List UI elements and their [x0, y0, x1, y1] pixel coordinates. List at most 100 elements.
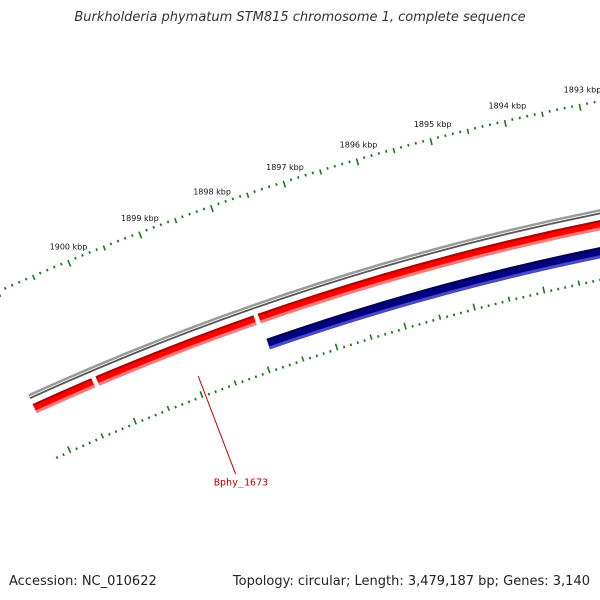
outer-tick — [138, 231, 143, 239]
outer-tick — [548, 109, 551, 113]
outer-tick — [429, 138, 433, 146]
inner-tick — [154, 413, 157, 417]
inner-tick — [75, 447, 78, 451]
outer-tick — [377, 151, 381, 155]
gene-forward — [32, 378, 96, 414]
inner-tick — [308, 356, 312, 360]
outer-tick — [260, 187, 264, 191]
inner-tick — [261, 372, 264, 376]
inner-tick — [247, 377, 251, 381]
scale-label: 1894 kbp — [488, 102, 526, 111]
outer-tick — [17, 280, 21, 284]
scale-label: 1896 kbp — [340, 140, 378, 149]
inner-tick — [342, 345, 346, 349]
outer-tick — [210, 204, 214, 213]
inner-tick — [166, 405, 171, 412]
inner-tick — [438, 314, 442, 320]
outer-tick — [340, 162, 344, 166]
outer-tick — [459, 130, 462, 134]
outer-tick — [130, 234, 134, 238]
inner-tick — [199, 391, 204, 399]
inner-tick — [62, 453, 65, 457]
inner-tick — [445, 315, 449, 319]
inner-tick — [322, 352, 325, 356]
gene-label-leader — [197, 375, 237, 475]
inner-tick — [466, 309, 470, 313]
inner-tick — [369, 334, 373, 340]
inner-tick — [100, 433, 105, 439]
outer-tick — [444, 134, 447, 138]
outer-tick — [267, 185, 271, 189]
inner-tick — [564, 286, 567, 289]
outer-tick — [555, 108, 559, 112]
inner-tick — [487, 304, 490, 308]
inner-tick — [529, 294, 532, 297]
inner-tick — [132, 417, 137, 425]
outer-tick — [246, 192, 250, 199]
outer-tick — [45, 268, 49, 272]
inner-tick — [577, 280, 581, 286]
outer-tick — [511, 118, 514, 121]
outer-tick — [473, 126, 477, 130]
inner-tick — [288, 363, 291, 367]
inner-tick — [432, 319, 435, 322]
inner-tick — [571, 284, 574, 288]
outer-tick — [174, 217, 178, 224]
inner-tick — [522, 295, 525, 299]
inner-tick — [356, 341, 359, 345]
gene-shade — [35, 384, 96, 414]
inner-tick — [418, 322, 421, 326]
outer-tick — [570, 105, 574, 109]
inner-tick — [147, 416, 151, 420]
page-title: Burkholderia phymatum STM815 chromosome … — [74, 10, 526, 25]
outer-tick — [231, 197, 235, 201]
outer-tick — [533, 113, 536, 116]
outer-tick — [481, 125, 484, 128]
sequence-summary-text: Topology: circular; Length: 3,479,187 bp… — [232, 574, 590, 589]
outer-tick — [399, 145, 403, 149]
inner-tick — [585, 281, 588, 285]
outer-tick — [195, 210, 199, 214]
inner-tick — [334, 343, 339, 351]
gene-reverse — [266, 247, 600, 350]
outer-tick — [578, 103, 582, 111]
gene-shade — [269, 255, 600, 350]
inner-tick — [266, 366, 271, 374]
inner-tick — [88, 441, 92, 445]
inner-tick — [174, 405, 177, 409]
outer-tick — [109, 242, 113, 246]
outer-tick — [421, 139, 425, 143]
gene-shade — [98, 321, 257, 386]
outer-tick — [503, 119, 507, 128]
outer-tick — [159, 223, 163, 227]
outer-tick — [224, 199, 227, 203]
inner-tick — [501, 300, 504, 304]
outer-tick — [385, 149, 388, 153]
outer-tick — [38, 271, 42, 275]
inner-tick — [127, 424, 131, 428]
scale-label: 1893 kbp — [564, 85, 600, 94]
outer-tick — [217, 202, 220, 206]
outer-tick — [52, 265, 56, 269]
inner-tick — [160, 410, 164, 414]
inner-tick — [301, 356, 305, 362]
inner-tick — [281, 365, 285, 369]
outer-tick — [436, 136, 440, 139]
outer-tick — [451, 132, 454, 136]
inner-tick — [480, 306, 483, 309]
gene-label: Bphy_1673 — [214, 477, 268, 488]
outer-tick — [541, 111, 544, 117]
inner-tick — [141, 418, 144, 422]
inner-tick — [81, 444, 85, 448]
outer-tick — [348, 160, 351, 164]
inner-tick — [254, 375, 258, 379]
scale-label: 1899 kbp — [121, 214, 159, 223]
inner-tick — [515, 297, 518, 301]
inner-tick — [295, 361, 298, 365]
outer-tick — [526, 114, 529, 118]
outer-tick — [238, 194, 242, 198]
outer-tick — [282, 180, 287, 188]
inner-tick — [194, 397, 197, 401]
inner-tick — [121, 427, 124, 431]
